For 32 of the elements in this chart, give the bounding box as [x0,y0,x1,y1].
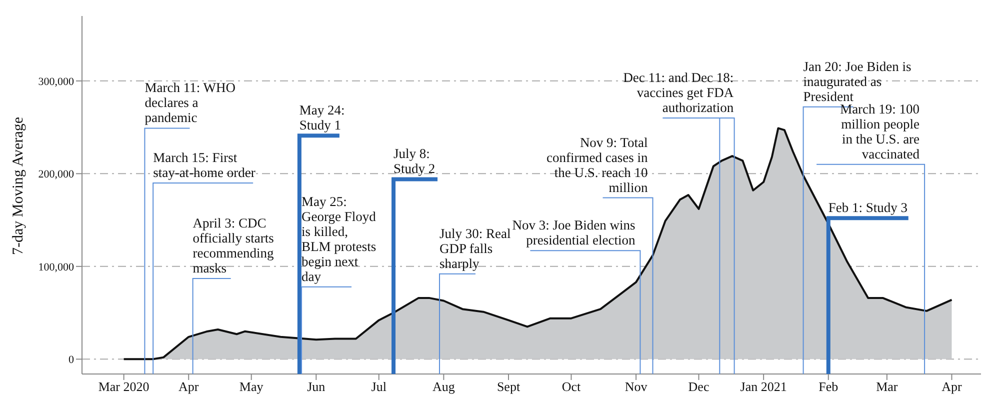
ref-line-label: Nov 3: Joe Biden wins presidential election [512,218,636,248]
ref-line-label: March 11: WHO declares a pandemic [144,80,236,126]
ref-line-label: July 8: Study 2 [394,146,436,176]
x-tick-label: Apr [942,379,963,394]
ref-line-label: May 25: George Floyd is killed, BLM protests begin next day [302,194,376,284]
x-tick-label: Nov [624,379,648,394]
ref-line-label: Dec 11: and Dec 18: vaccines get FDA authorization [623,70,734,116]
ref-line-label: March 19: 100 million people in the U.S. are vaccinated [840,101,920,162]
y-tick-label: 100,000 [38,261,74,274]
x-tick-label: Oct [562,379,581,394]
y-tick-label: 300,000 [38,76,74,88]
y-tick-label: 0 [68,354,74,366]
x-tick-label: Apr [178,379,200,394]
x-tick-label: Sept [496,379,520,394]
ref-line-label: Nov 9: Total confirmed cases in the U.S. reach 10 million [546,134,648,195]
ref-line-label: Feb 1: Study 3 [828,200,908,216]
x-tick-label: Jan 2021 [740,379,787,394]
x-tick-label: May [239,379,264,394]
x-tick-label: Aug [432,379,456,394]
ref-line-label: April 3: CDC officially starts recommending masks [192,215,274,276]
x-tick-label: Dec [688,379,710,394]
y-tick-label: 200,000 [38,168,74,181]
ref-line-label: May 24: Study 1 [299,102,345,133]
x-tick-label: Jul [371,379,387,394]
x-tick-label: Feb [818,379,838,394]
x-tick-label: Jun [307,379,326,394]
ref-line-label: March 15: First stay-at-home order [153,150,256,180]
y-axis-title: 7-day Moving Average [10,116,26,255]
x-tick-label: Mar 2020 [98,379,150,394]
ref-line-label: Jan 20: Joe Biden is inaugurated as President [803,58,912,104]
x-tick-label: Mar [876,379,898,394]
ref-line-label: July 30: Real GDP falls sharply [440,226,512,271]
